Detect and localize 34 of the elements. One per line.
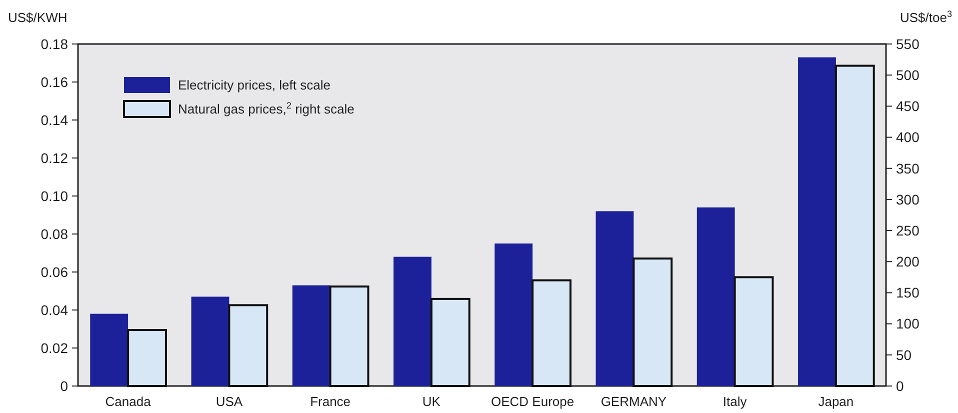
y2-tick-label: 400: [896, 129, 920, 146]
x-tick-label: UK: [422, 394, 441, 409]
y-tick-label: 0.04: [40, 302, 68, 318]
y2-tick-label: 300: [896, 191, 920, 208]
x-tick-label: France: [310, 394, 351, 409]
y2-tick-label: 350: [896, 160, 920, 176]
y-axis-title: US$/KWH: [8, 10, 68, 25]
legend-label: Natural gas prices,$^{2}$ right scale: [178, 100, 354, 117]
y2-tick-label: 250: [896, 222, 920, 238]
y2-tick-label: 200: [896, 254, 920, 270]
y2-tick-label: 50: [896, 346, 912, 363]
x-tick-label: OECD Europe: [491, 394, 574, 409]
y-tick-label: 0.14: [40, 112, 68, 128]
y-tick-label: 0: [60, 378, 68, 394]
x-tick-label: USA: [216, 394, 243, 409]
y-tick-label: 0.08: [40, 226, 68, 242]
y-tick-label: 0.06: [40, 264, 68, 280]
y2-tick-label: 550: [896, 36, 920, 52]
y-tick-label: 0.10: [40, 188, 68, 204]
y-tick-label: 0.16: [40, 74, 68, 90]
y2-tick-label: 150: [896, 284, 920, 301]
y-tick-label: 0.18: [40, 36, 68, 52]
y2-tick-label: 100: [896, 316, 920, 332]
y-tick-label: 0.02: [40, 340, 68, 356]
x-tick-label: Japan: [818, 394, 854, 409]
x-tick-label: Canada: [105, 394, 152, 409]
x-tick-label: Italy: [722, 394, 748, 409]
x-tick-label: GERMANY: [600, 394, 667, 409]
y2-axis-title: US$/toe$^{3}$: [900, 9, 952, 25]
y-tick-label: 0.12: [40, 150, 68, 166]
y2-tick-label: 500: [896, 66, 920, 83]
y2-tick-label: 0: [896, 378, 904, 394]
y2-tick-label: 450: [896, 98, 920, 114]
legend-label: Electricity prices, left scale: [178, 78, 330, 93]
